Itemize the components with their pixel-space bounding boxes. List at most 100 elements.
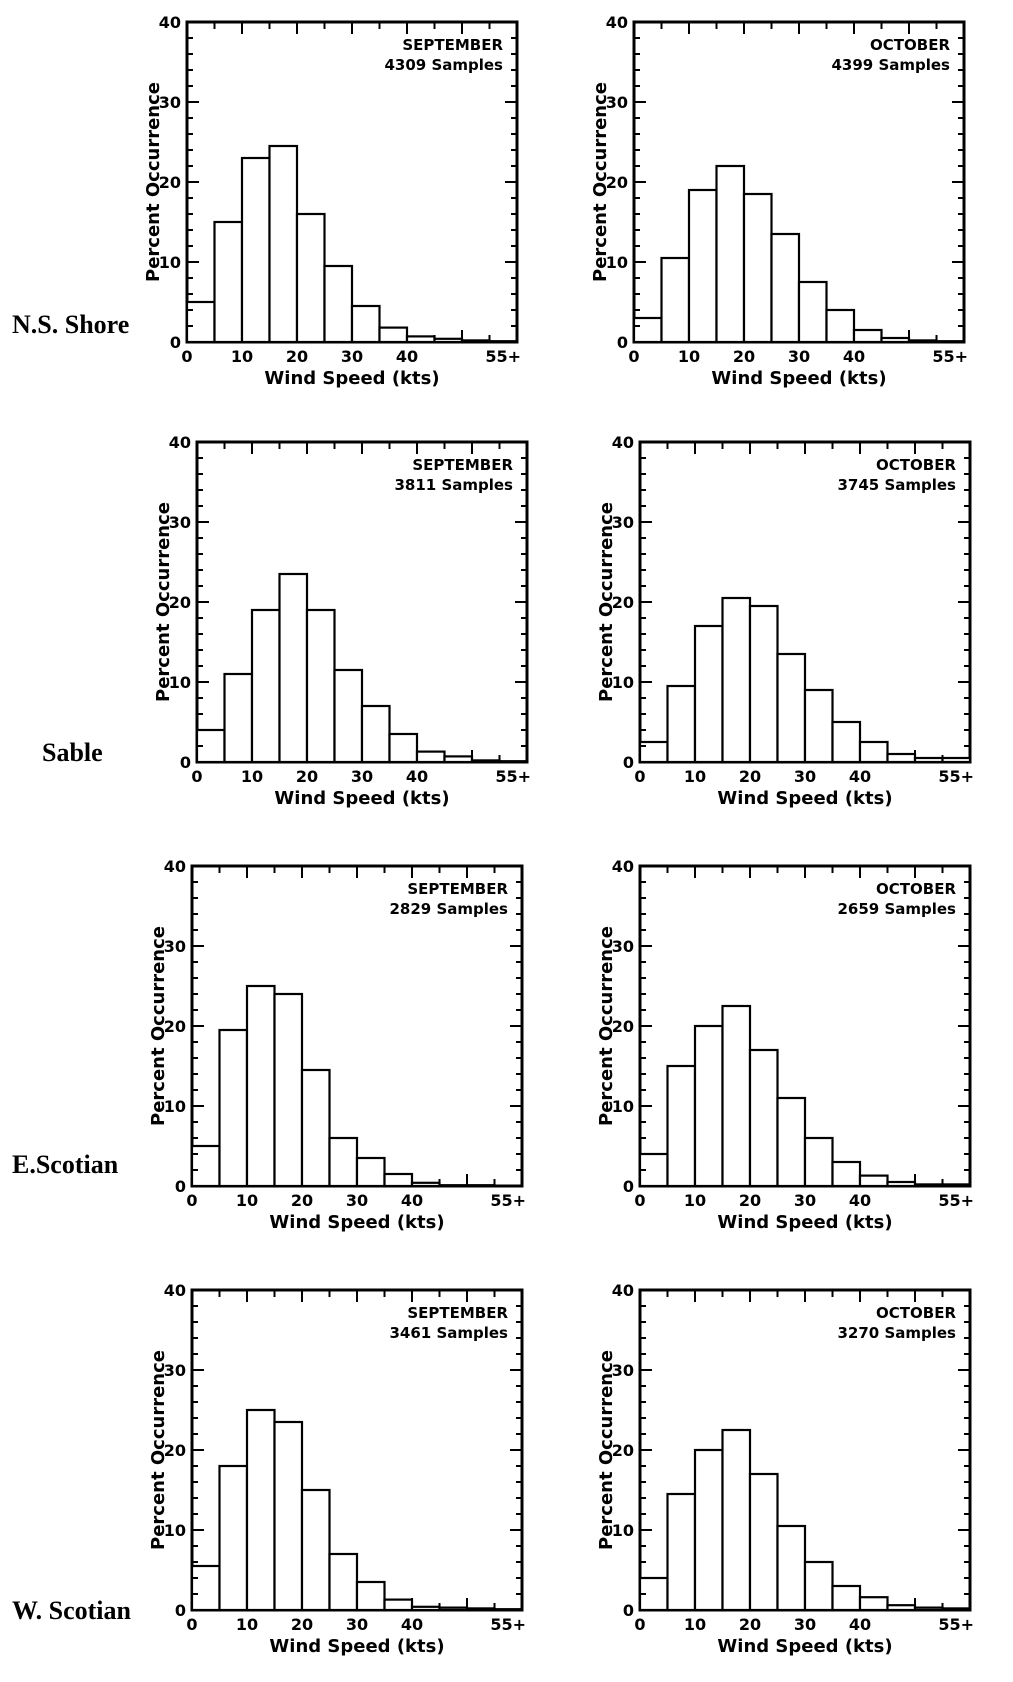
histogram-bar: [410, 1605, 441, 1612]
histogram-bar: [383, 1598, 414, 1612]
histogram-bar: [300, 1488, 331, 1612]
histogram-bar: [470, 759, 501, 764]
x-tick-label: 0: [628, 347, 639, 366]
histogram-bar: [185, 300, 216, 344]
y-tick-label: 40: [612, 857, 634, 876]
histogram-bar: [223, 672, 254, 764]
x-tick-label: 40: [849, 1615, 871, 1634]
samples-label: 4399 Samples: [831, 56, 950, 74]
histogram-bar: [666, 684, 697, 764]
histogram-e-scotian-september: 0 10 20 30 40 0 10 20 30 40 55+ Wind Speed (kts) Per…: [148, 857, 526, 1233]
histogram-bar: [295, 212, 326, 344]
histogram-bar: [278, 572, 309, 764]
x-tick-label: 20: [739, 1191, 761, 1210]
histogram-bar: [433, 337, 464, 344]
month-label: OCTOBER: [876, 880, 956, 898]
y-tick-label: 0: [175, 1177, 186, 1196]
x-tick-label: 0: [634, 767, 645, 786]
histogram-bar: [831, 720, 862, 764]
x-tick-label: 30: [346, 1191, 368, 1210]
histogram-bar: [438, 1606, 469, 1612]
histogram-bar: [333, 668, 364, 764]
histogram-bar: [190, 1144, 221, 1188]
histogram-bar: [273, 1420, 304, 1612]
x-tick-label: 55+: [932, 347, 968, 366]
y-tick-label: 40: [606, 13, 628, 32]
month-label: SEPTEMBER: [407, 880, 508, 898]
histogram-bar: [245, 1408, 276, 1612]
x-tick-label: 10: [236, 1615, 258, 1634]
histogram-w-scotian-september: 0 10 20 30 40 0 10 20 30 40 55+ Wind Speed (kts) Per…: [148, 1281, 526, 1657]
y-tick-label: 10: [612, 673, 634, 692]
x-axis-title: Wind Speed (kts): [717, 788, 892, 809]
histogram-bar: [803, 1560, 834, 1612]
y-axis-title: Percent Occurrence: [596, 1350, 617, 1550]
y-axis-title: Percent Occurrence: [148, 1350, 169, 1550]
x-tick-label: 30: [788, 347, 810, 366]
y-tick-label: 10: [612, 1097, 634, 1116]
histogram-sable-october: 0 10 20 30 40 0 10 20 30 40 55+ Wind Speed (kts) Per…: [596, 433, 974, 809]
samples-label: 3461 Samples: [389, 1324, 508, 1342]
histogram-bar: [405, 335, 436, 344]
x-axis-title: Wind Speed (kts): [717, 1636, 892, 1657]
x-tick-label: 20: [733, 347, 755, 366]
histogram-bar: [250, 608, 281, 764]
x-tick-label: 0: [634, 1615, 645, 1634]
y-tick-label: 30: [169, 513, 191, 532]
x-axis-title: Wind Speed (kts): [274, 788, 449, 809]
y-tick-label: 40: [169, 433, 191, 452]
histogram-sable-september: 0 10 20 30 40 0 10 20 30 40 55+ Wind Speed (kts) Per…: [153, 433, 531, 809]
histogram-bar: [721, 1004, 752, 1188]
histogram-ns-shore-october: 0 10 20 30 40 0 10 20 30 40 55+ Wind Speed (kts) Per…: [590, 13, 968, 389]
histogram-bar: [693, 624, 724, 764]
y-tick-label: 10: [164, 1097, 186, 1116]
y-tick-label: 40: [164, 1281, 186, 1300]
x-tick-label: 0: [181, 347, 192, 366]
histogram-bar: [721, 1428, 752, 1612]
month-label: SEPTEMBER: [407, 1304, 508, 1322]
month-label: OCTOBER: [876, 1304, 956, 1322]
y-axis-title: Percent Occurrence: [596, 502, 617, 702]
y-tick-label: 30: [606, 93, 628, 112]
y-tick-label: 10: [164, 1521, 186, 1540]
histogram-bar: [378, 326, 409, 344]
x-tick-label: 30: [794, 1191, 816, 1210]
histogram-bar: [715, 164, 746, 344]
x-tick-label: 10: [241, 767, 263, 786]
y-axis-title: Percent Occurrence: [148, 926, 169, 1126]
x-axis-title: Wind Speed (kts): [269, 1212, 444, 1233]
histogram-bar: [218, 1028, 249, 1188]
x-tick-label: 30: [346, 1615, 368, 1634]
month-label: OCTOBER: [876, 456, 956, 474]
region-label-sable: Sable: [42, 738, 103, 767]
x-tick-label: 40: [406, 767, 428, 786]
histogram-bar: [360, 704, 391, 764]
histogram-bar: [465, 1607, 496, 1612]
x-tick-label: 10: [684, 1191, 706, 1210]
y-tick-label: 40: [612, 1281, 634, 1300]
x-tick-label: 55+: [938, 767, 974, 786]
histogram-bar: [305, 608, 336, 764]
y-tick-label: 0: [617, 333, 628, 352]
x-tick-label: 10: [231, 347, 253, 366]
month-label: SEPTEMBER: [412, 456, 513, 474]
histogram-bar: [328, 1552, 359, 1612]
y-tick-label: 10: [169, 673, 191, 692]
histogram-bar: [880, 336, 911, 344]
histogram-bar: [218, 1464, 249, 1612]
histogram-bar: [693, 1024, 724, 1188]
histogram-bar: [190, 1564, 221, 1612]
histogram-bar: [438, 1184, 469, 1188]
y-tick-label: 40: [612, 433, 634, 452]
histogram-bar: [245, 984, 276, 1188]
x-tick-label: 10: [684, 767, 706, 786]
histogram-bar: [693, 1448, 724, 1612]
x-axis-title: Wind Speed (kts): [264, 368, 439, 389]
histogram-bar: [852, 328, 883, 344]
x-tick-label: 40: [401, 1191, 423, 1210]
x-tick-label: 20: [296, 767, 318, 786]
histogram-bar: [886, 752, 917, 764]
samples-label: 3270 Samples: [837, 1324, 956, 1342]
histogram-bar: [721, 596, 752, 764]
y-axis-title: Percent Occurrence: [596, 926, 617, 1126]
